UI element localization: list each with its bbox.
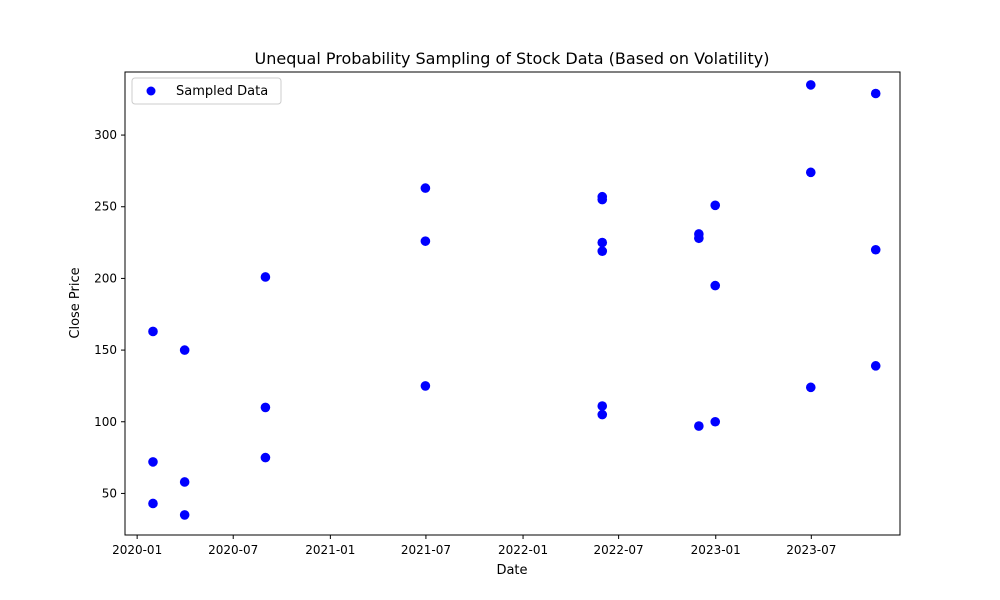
- data-point: [597, 237, 608, 248]
- y-axis-label: Close Price: [68, 267, 83, 338]
- data-point: [710, 280, 721, 291]
- data-point: [420, 381, 431, 391]
- data-point: [420, 183, 431, 193]
- data-point: [148, 457, 158, 467]
- ticks-layer: 2020-01 2020-07 2021-01 2021-07 2022-01 2022-…: [94, 128, 836, 557]
- legend-label: Sampled Data: [176, 84, 268, 99]
- plot-area-frame: [124, 71, 901, 536]
- x-tick-label: 2021-01: [305, 543, 355, 557]
- points-layer: [148, 80, 881, 520]
- data-point: [148, 498, 158, 509]
- data-point: [260, 272, 271, 282]
- data-point: [870, 88, 881, 99]
- x-tick-label: 2023-07: [786, 543, 836, 557]
- x-tick-label: 2020-07: [208, 543, 258, 557]
- data-point: [179, 345, 190, 355]
- x-axis-label: Date: [496, 563, 527, 578]
- data-point: [148, 326, 158, 337]
- data-point: [420, 236, 431, 246]
- y-tick-label: 100: [94, 415, 117, 429]
- x-tick-label: 2021-07: [401, 543, 451, 557]
- data-point: [260, 402, 271, 413]
- y-tick-label: 50: [102, 486, 117, 500]
- data-point: [597, 409, 608, 420]
- data-point: [260, 452, 271, 463]
- x-tick-label: 2020-01: [112, 543, 162, 557]
- chart-title: Unequal Probability Sampling of Stock Da…: [255, 49, 770, 68]
- x-tick-label: 2023-01: [691, 543, 741, 557]
- data-point: [710, 200, 721, 211]
- data-point: [694, 233, 704, 244]
- legend-frame: [131, 77, 282, 105]
- legend: Sampled Data: [131, 77, 282, 105]
- x-tick-label: 2022-07: [594, 543, 644, 557]
- data-point: [597, 401, 608, 411]
- data-point: [805, 167, 816, 178]
- y-tick-label: 250: [94, 200, 117, 214]
- legend-marker: [146, 86, 156, 96]
- data-point: [870, 244, 881, 255]
- x-tick-label: 2022-01: [498, 543, 548, 557]
- data-point: [710, 416, 721, 427]
- data-point: [597, 194, 608, 205]
- data-point: [805, 382, 816, 393]
- y-tick-label: 150: [94, 343, 117, 357]
- data-point: [597, 246, 608, 256]
- data-point: [694, 421, 704, 431]
- y-tick-label: 200: [94, 271, 117, 285]
- data-point: [179, 477, 190, 487]
- data-point: [870, 361, 881, 371]
- data-point: [179, 510, 190, 520]
- data-point: [805, 80, 816, 90]
- y-tick-label: 300: [94, 128, 117, 142]
